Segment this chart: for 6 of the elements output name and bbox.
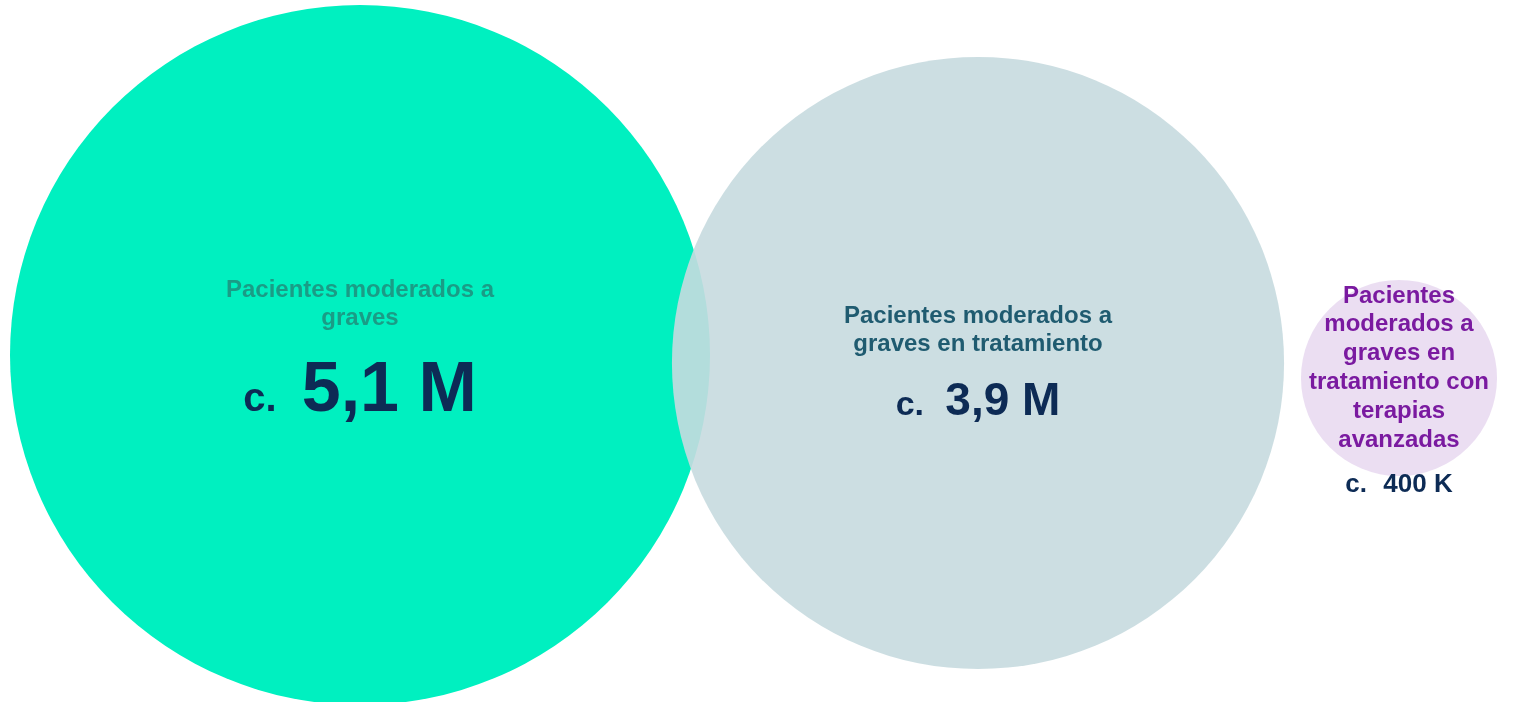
data-label: c. 3,9 M	[895, 373, 1061, 426]
data-label: c. 400 K	[1345, 468, 1453, 499]
category-label: Pacientes moderados a graves en tratamiento	[843, 300, 1113, 357]
category-label: Pacientes moderados a graves en tratamiento con terapias avanzadas	[1308, 280, 1490, 452]
category-label: Pacientes moderados a graves	[225, 274, 495, 331]
data-label: c. 5,1 M	[243, 348, 477, 427]
